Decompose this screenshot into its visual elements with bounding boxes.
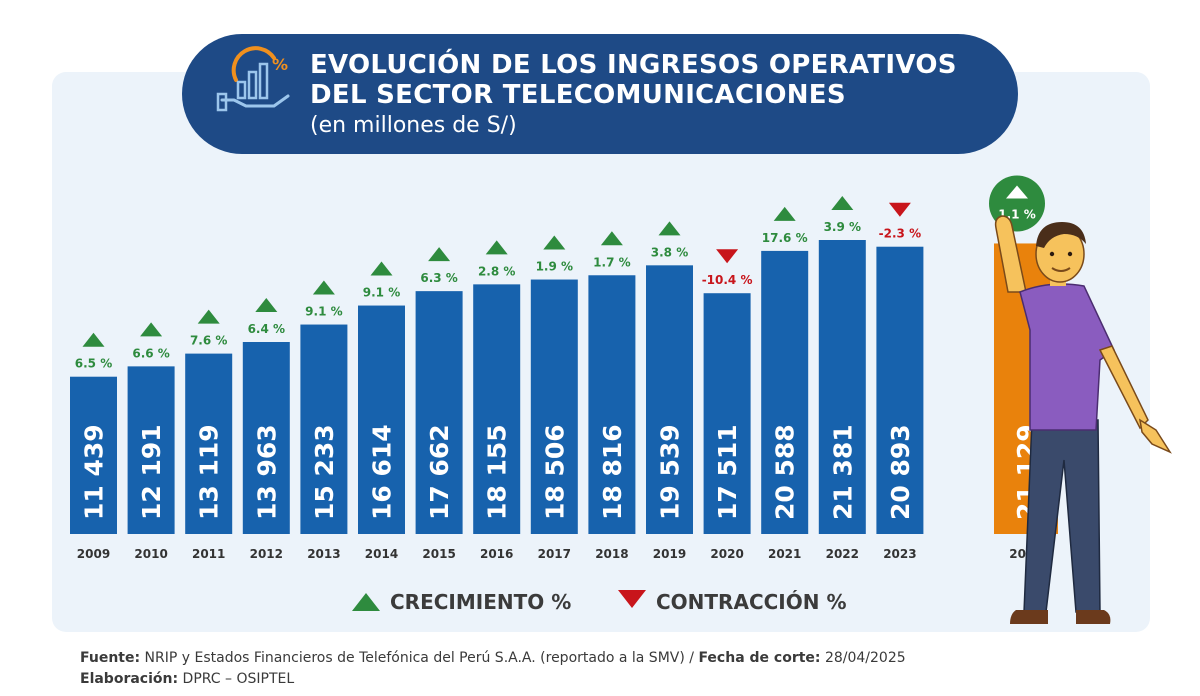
legend-contraction-label: CONTRACCIÓN % — [656, 590, 847, 614]
source-line: Fuente: NRIP y Estados Financieros de Te… — [80, 648, 906, 669]
growth-up-triangle-icon — [352, 593, 380, 611]
growth-label: -10.4 % — [702, 273, 753, 287]
growth-up-triangle-icon — [831, 196, 854, 210]
x-tick-label: 2013 — [307, 547, 340, 561]
growth-up-triangle-icon — [428, 247, 451, 262]
growth-up-triangle-icon — [600, 231, 623, 246]
x-tick-label: 2015 — [422, 547, 455, 561]
bar-value-label: 20 893 — [886, 424, 915, 520]
bar-2023 — [876, 246, 924, 534]
x-tick-label: 2009 — [77, 547, 110, 561]
growth-label: 2.8 % — [478, 264, 515, 278]
growth-label: -2.3 % — [879, 227, 921, 241]
legend-growth: CRECIMIENTO % — [352, 590, 571, 614]
growth-up-triangle-icon — [773, 206, 796, 221]
growth-up-triangle-icon — [370, 261, 393, 276]
contraction-down-triangle-icon — [618, 590, 646, 608]
growth-up-triangle-icon — [485, 240, 508, 255]
bar-2014 — [358, 305, 405, 534]
growth-label: 3.8 % — [651, 245, 688, 259]
chart-title-line1: EVOLUCIÓN DE LOS INGRESOS OPERATIVOS — [310, 50, 957, 80]
bar-value-label: 17 511 — [713, 424, 742, 520]
prepared-text: DPRC – OSIPTEL — [178, 671, 295, 687]
x-tick-label: 2012 — [250, 547, 283, 561]
prepared-line: Elaboración: DPRC – OSIPTEL — [80, 669, 906, 690]
growth-label: 6.3 % — [420, 271, 457, 285]
bar-value-label: 20 588 — [771, 424, 800, 520]
growth-up-triangle-icon — [197, 309, 220, 324]
bar-2022 — [818, 240, 866, 534]
bar-value-label: 19 539 — [656, 424, 685, 520]
growth-label: 17.6 % — [762, 231, 808, 245]
bar-2015 — [415, 291, 463, 534]
source-footer: Fuente: NRIP y Estados Financieros de Te… — [80, 648, 906, 690]
x-tick-label: 2020 — [710, 547, 743, 561]
source-text: NRIP y Estados Financieros de Telefónica… — [140, 650, 699, 666]
growth-up-triangle-icon — [543, 235, 566, 250]
legend-contraction: CONTRACCIÓN % — [618, 590, 846, 614]
growth-label: 9.1 % — [305, 305, 342, 319]
source-label: Fuente: — [80, 650, 141, 666]
bar-value-label: 18 506 — [540, 424, 569, 520]
x-tick-label: 2011 — [192, 547, 225, 561]
bar-2020 — [703, 293, 751, 534]
cutoff-date: 28/04/2025 — [820, 650, 906, 666]
bar-value-label: 13 963 — [252, 424, 281, 520]
x-tick-label: 2010 — [134, 547, 167, 561]
bar-2018 — [588, 275, 636, 534]
bar-2019 — [646, 265, 693, 534]
bar-2016 — [473, 284, 521, 534]
bar-2021 — [761, 250, 809, 534]
x-tick-label: 2023 — [883, 547, 916, 561]
bar-value-label: 12 191 — [137, 424, 166, 520]
contraction-down-triangle-icon — [716, 249, 739, 264]
growth-label: 6.5 % — [75, 357, 112, 371]
growth-label: 6.4 % — [248, 322, 285, 336]
bar-2013 — [300, 324, 348, 534]
bar-2010 — [127, 366, 175, 534]
growth-up-triangle-icon — [255, 298, 278, 313]
cutoff-label: Fecha de corte: — [698, 650, 821, 666]
chart-subtitle: (en millones de S/) — [310, 113, 517, 138]
growth-up-triangle-icon — [1006, 185, 1028, 199]
legend-growth-label: CRECIMIENTO % — [390, 590, 572, 614]
prepared-label: Elaboración: — [80, 671, 179, 687]
bar-2012 — [242, 342, 290, 534]
growth-label: 1.9 % — [536, 260, 573, 274]
x-tick-label: 2021 — [768, 547, 801, 561]
bar-2017 — [530, 279, 578, 534]
bar-value-label: 18 155 — [483, 424, 512, 520]
bar-2009 — [70, 376, 117, 534]
bar-value-label: 15 233 — [310, 424, 339, 520]
growth-label: 9.1 % — [363, 286, 400, 300]
bar-value-label: 21 381 — [828, 424, 857, 520]
bar-value-label: 13 119 — [195, 424, 224, 520]
growth-up-triangle-icon — [82, 332, 105, 347]
growth-up-triangle-icon — [140, 322, 163, 337]
growth-label: 3.9 % — [824, 220, 861, 234]
bar-2011 — [185, 353, 233, 534]
growth-up-triangle-icon — [312, 280, 335, 295]
chart-title-line2: DEL SECTOR TELECOMUNICACIONES — [310, 80, 846, 110]
bar-value-label: 17 662 — [425, 424, 454, 520]
x-tick-label: 2017 — [538, 547, 571, 561]
chart-hand-percent-icon: % — [216, 46, 290, 112]
presenter-person-illustration — [994, 215, 1172, 624]
svg-text:%: % — [272, 55, 288, 74]
x-tick-label: 2014 — [365, 547, 398, 561]
title-banner — [182, 34, 1018, 154]
x-tick-label: 2018 — [595, 547, 628, 561]
x-tick-label: 2016 — [480, 547, 513, 561]
bar-value-label: 11 439 — [80, 424, 109, 520]
x-tick-label: 2019 — [653, 547, 686, 561]
x-tick-label: 2022 — [826, 547, 859, 561]
bar-value-label: 18 816 — [598, 424, 627, 520]
growth-label: 7.6 % — [190, 334, 227, 348]
growth-label: 6.6 % — [132, 346, 169, 360]
bar-value-label: 16 614 — [368, 424, 397, 520]
growth-up-triangle-icon — [658, 221, 681, 236]
growth-label: 1.7 % — [593, 255, 630, 269]
contraction-down-triangle-icon — [888, 202, 911, 217]
